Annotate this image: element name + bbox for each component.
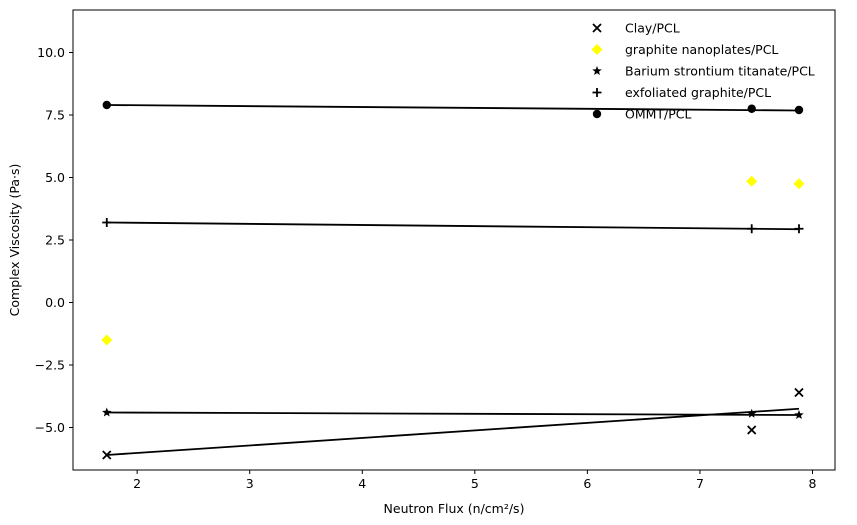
data-point-s5-3 [794, 105, 804, 115]
legend-label-5: OMMT/PCL [625, 107, 692, 122]
data-point-s1-2 [747, 425, 757, 435]
legend-label-1: Clay/PCL [625, 21, 680, 36]
y-tick-label: 5.0 [45, 170, 65, 185]
y-tick-label: −5.0 [35, 420, 65, 435]
data-point-s4-3-shape [794, 224, 804, 234]
data-point-s2-1-shape [101, 334, 113, 346]
data-point-s5-2 [747, 104, 756, 113]
legend-item-1: Clay/PCL [592, 21, 680, 36]
data-point-s3-2 [746, 408, 757, 418]
legend: Clay/PCL graphite nanoplates/PCL Barium st… [591, 21, 815, 122]
data-point-s4-2-shape [747, 224, 757, 234]
legend-marker-1 [592, 23, 602, 33]
y-axis-label: Complex Viscosity (Pa·s) [7, 164, 22, 317]
data-point-s2-3-shape [793, 178, 805, 190]
legend-marker-4 [592, 88, 602, 97]
x-tick-label: 5 [471, 476, 479, 491]
data-point-s2-1 [101, 334, 113, 346]
legend-marker-1-shape [592, 23, 602, 33]
data-point-s4-1 [102, 218, 112, 227]
fit-line-4 [106, 221, 799, 231]
x-tick-label: 2 [133, 476, 141, 491]
data-point-s2-2 [746, 175, 758, 187]
y-tick-label: 7.5 [45, 108, 65, 123]
legend-marker-3 [592, 66, 602, 76]
data-point-s3-2-shape [746, 408, 757, 418]
legend-marker-2-shape [591, 44, 603, 55]
legend-item-4: exfoliated graphite/PCL [592, 85, 771, 100]
fit-line-1 [106, 407, 800, 456]
plot-frame [72, 9, 836, 471]
legend-marker-5 [592, 109, 602, 119]
data-point-s3-3-shape [794, 410, 804, 420]
y-tick-label: 10.0 [37, 45, 65, 60]
data-point-s3-1-shape [102, 407, 112, 417]
data-point-s1-3 [794, 387, 804, 398]
legend-label-4: exfoliated graphite/PCL [625, 85, 771, 100]
legend-marker-4-shape [592, 88, 602, 97]
fit-line-3 [106, 411, 799, 416]
legend-label-3: Barium strontium titanate/PCL [625, 64, 815, 79]
data-point-s3-1 [102, 407, 112, 417]
data-point-s5-1-shape [102, 100, 111, 110]
fit-line-5 [106, 104, 799, 112]
y-tick-label: 0.0 [45, 295, 65, 310]
legend-item-2: graphite nanoplates/PCL [591, 42, 778, 57]
data-point-s4-2 [747, 224, 757, 234]
legend-marker-3-shape [592, 66, 602, 76]
x-tick-label: 4 [358, 476, 366, 491]
data-point-s1-1-shape [102, 450, 112, 460]
legend-item-3: Barium strontium titanate/PCL [592, 64, 815, 79]
x-tick-label: 3 [246, 476, 254, 491]
data-point-s1-2-shape [747, 425, 757, 435]
x-tick-label: 7 [696, 476, 704, 491]
data-point-s2-2-shape [746, 175, 758, 187]
data-point-s1-1 [102, 450, 112, 460]
y-tick-label: 2.5 [45, 233, 65, 248]
x-tick-label: 6 [583, 476, 591, 491]
legend-item-5: OMMT/PCL [592, 107, 692, 122]
data-point-s1-3-shape [794, 387, 804, 398]
data-point-s3-3 [794, 410, 804, 420]
data-point-s4-1-shape [102, 218, 112, 227]
axes: 2 3 4 5 6 7 8 −5.0 −2.5 0.0 2.5 5.0 7.5 10.0 [35, 9, 836, 491]
plot-area [101, 100, 805, 460]
data-point-s5-1 [102, 100, 111, 110]
legend-marker-5-shape [592, 109, 602, 119]
data-point-s2-3 [793, 178, 805, 190]
x-axis-label: Neutron Flux (n/cm²/s) [384, 501, 525, 516]
legend-marker-2 [591, 44, 603, 55]
legend-label-2: graphite nanoplates/PCL [625, 42, 778, 57]
y-tick-label: −2.5 [35, 358, 65, 373]
data-point-s4-3 [794, 224, 804, 234]
data-point-s5-2-shape [747, 104, 756, 113]
data-point-s5-3-shape [794, 105, 804, 115]
x-tick-label: 8 [809, 476, 817, 491]
